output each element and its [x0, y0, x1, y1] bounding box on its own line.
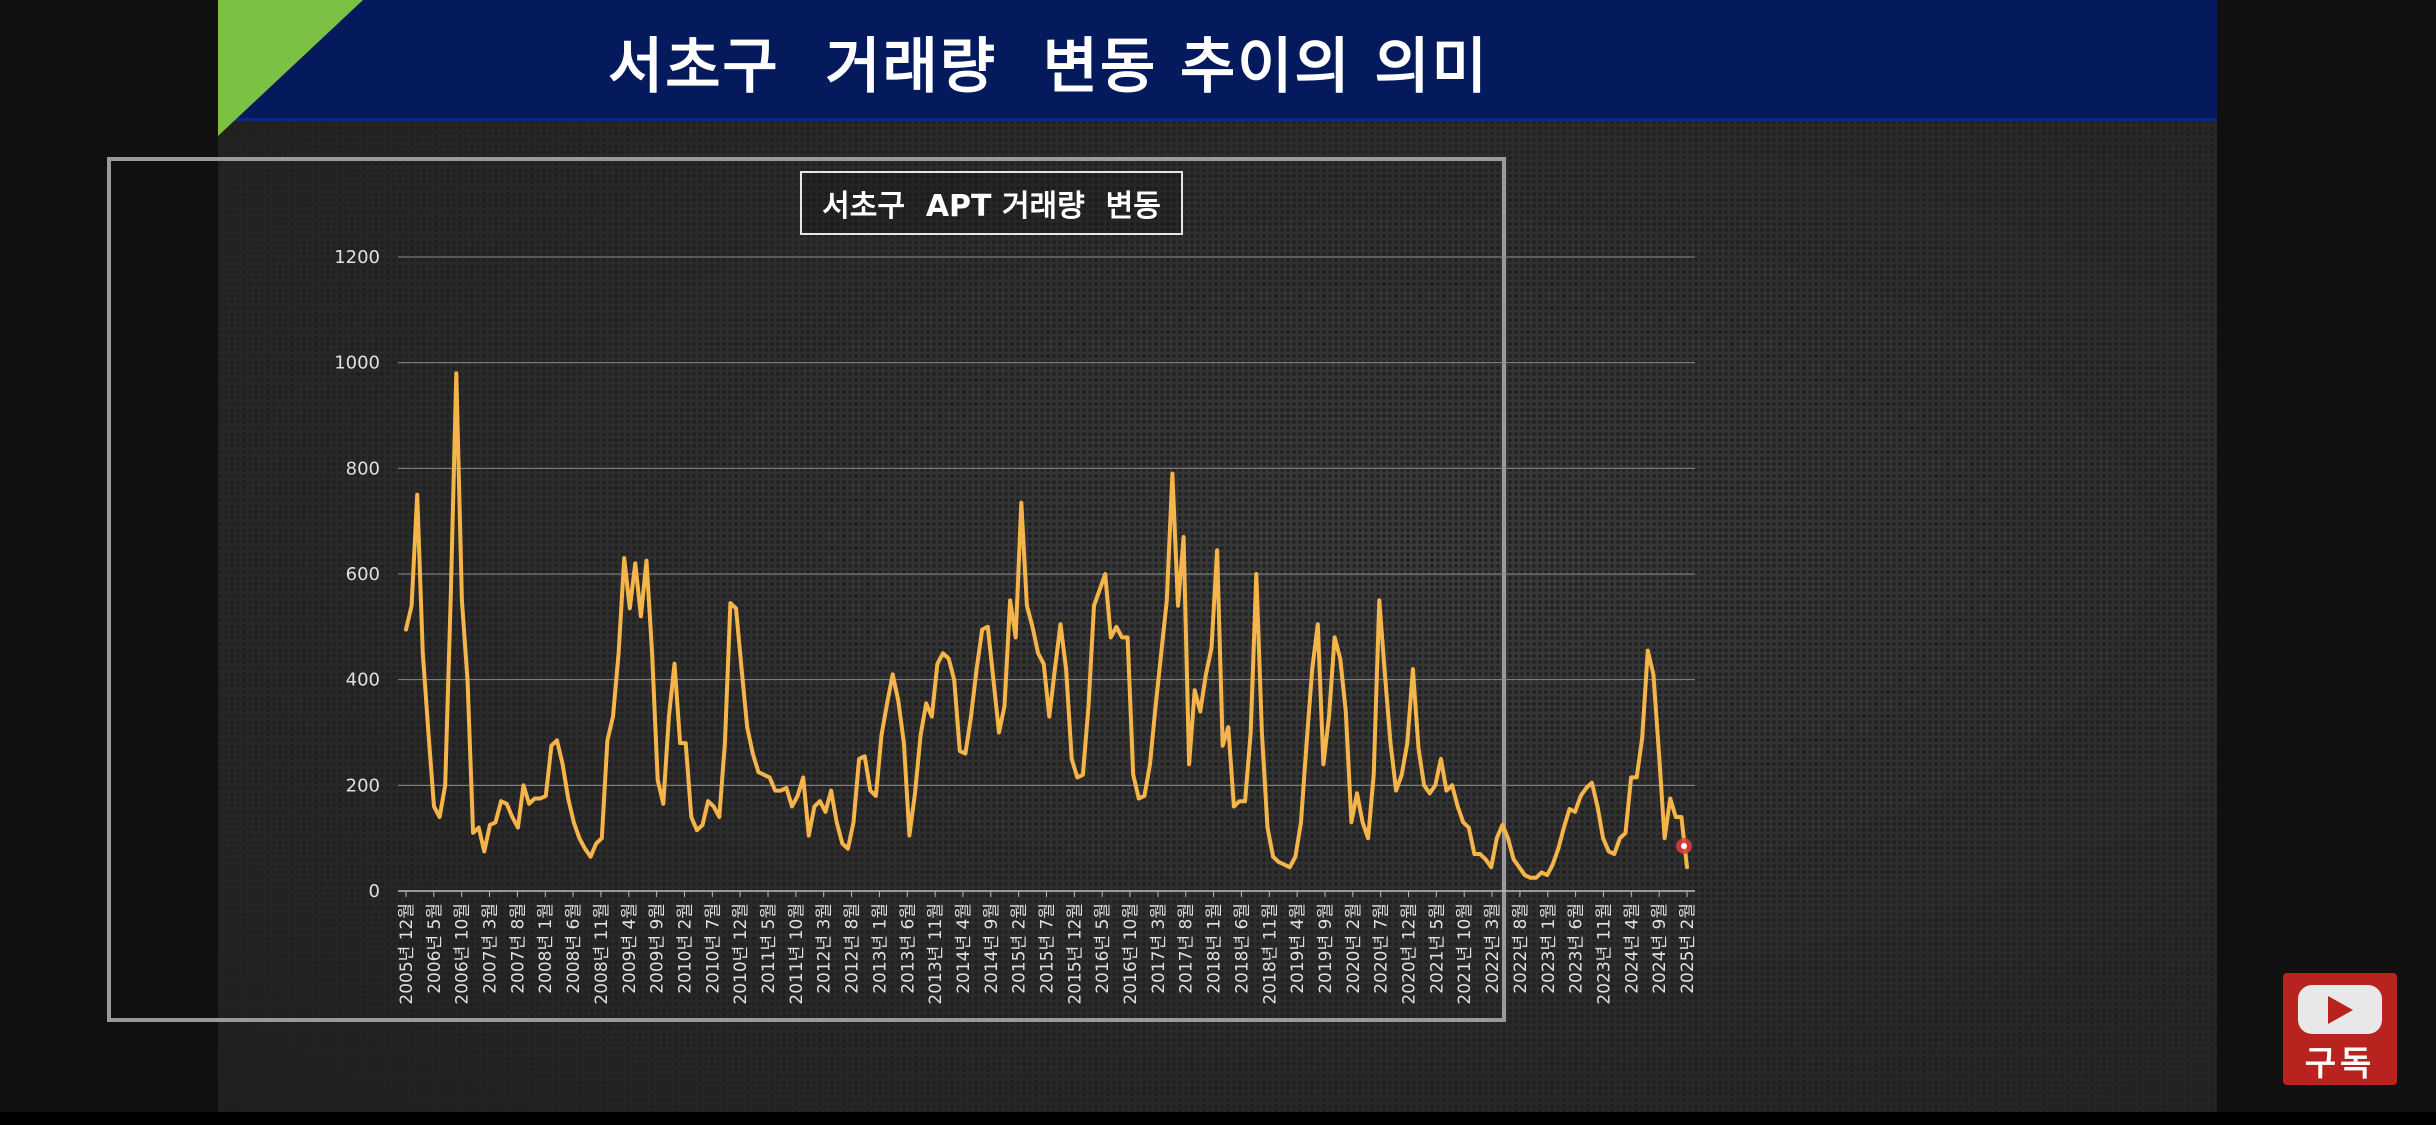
x-tick-label: 2011년 10월: [787, 903, 807, 1005]
x-tick-label: 2009년 9월: [648, 903, 668, 994]
x-tick-label: 2008년 1월: [536, 903, 556, 994]
x-tick-label: 2025년 2월: [1678, 903, 1698, 994]
y-tick-label: 1000: [334, 353, 380, 374]
y-tick-label: 800: [346, 458, 380, 479]
x-tick-label: 2024년 9월: [1650, 903, 1670, 994]
x-tick-label: 2010년 2월: [675, 903, 695, 994]
y-tick-label: 200: [346, 775, 380, 796]
x-tick-label: 2010년 7월: [703, 903, 723, 994]
cursor-marker-center: [1681, 843, 1687, 849]
right-letterbox: [2217, 0, 2436, 1125]
x-tick-label: 2014년 4월: [954, 903, 974, 994]
x-tick-label: 2016년 10월: [1121, 903, 1141, 1005]
x-tick-label: 2018년 6월: [1232, 903, 1252, 994]
x-tick-label: 2014년 9월: [982, 903, 1002, 994]
x-tick-label: 2023년 6월: [1567, 903, 1587, 994]
youtube-play-icon: [2298, 985, 2382, 1034]
x-tick-label: 2018년 11월: [1260, 903, 1280, 1005]
chart-title: 서초구 APT 거래량 변동: [800, 171, 1183, 235]
x-tick-label: 2012년 3월: [815, 903, 835, 994]
x-tick-label: 2019년 9월: [1316, 903, 1336, 994]
x-tick-label: 2017년 3월: [1149, 903, 1169, 994]
x-tick-label: 2018년 1월: [1205, 903, 1225, 994]
subscribe-button[interactable]: 구독: [2283, 973, 2397, 1085]
x-tick-label: 2008년 11월: [592, 903, 612, 1005]
x-tick-label: 2012년 8월: [843, 903, 863, 994]
y-tick-label: 600: [346, 564, 380, 585]
x-tick-label: 2019년 4월: [1288, 903, 1308, 994]
subscribe-label: 구독: [2304, 1044, 2376, 1084]
y-tick-label: 400: [346, 670, 380, 691]
x-tick-label: 2008년 6월: [564, 903, 584, 994]
slide-title: 서초구 거래량 변동 추이의 의미: [608, 32, 1489, 102]
x-tick-label: 2017년 8월: [1177, 903, 1197, 994]
x-tick-label: 2021년 10월: [1455, 903, 1475, 1005]
x-tick-label: 2023년 1월: [1539, 903, 1559, 994]
x-tick-label: 2013년 6월: [898, 903, 918, 994]
x-tick-label: 2015년 7월: [1038, 903, 1058, 994]
y-tick-label: 0: [369, 881, 380, 902]
bottom-letterbox: [0, 1112, 2436, 1125]
x-tick-label: 2007년 3월: [481, 903, 501, 994]
x-tick-label: 2006년 10월: [453, 903, 473, 1005]
x-tick-label: 2024년 4월: [1622, 903, 1642, 994]
x-tick-label: 2022년 3월: [1483, 903, 1503, 994]
x-tick-label: 2007년 8월: [508, 903, 528, 994]
x-tick-label: 2023년 11월: [1594, 903, 1614, 1005]
x-tick-label: 2015년 2월: [1010, 903, 1030, 994]
x-tick-label: 2013년 1월: [870, 903, 890, 994]
x-tick-label: 2010년 12월: [731, 903, 751, 1005]
chart-frame: [107, 157, 1506, 1022]
x-tick-label: 2005년 12월: [397, 903, 417, 1005]
x-tick-label: 2009년 4월: [620, 903, 640, 994]
x-tick-label: 2022년 8월: [1511, 903, 1531, 994]
x-tick-label: 2021년 5월: [1427, 903, 1447, 994]
x-tick-label: 2020년 7월: [1372, 903, 1392, 994]
x-tick-label: 2013년 11월: [926, 903, 946, 1005]
data-series-line: [404, 371, 1689, 880]
x-tick-label: 2011년 5월: [759, 903, 779, 994]
y-tick-label: 1200: [334, 247, 380, 268]
x-tick-label: 2020년 12월: [1400, 903, 1420, 1005]
presentation-slide: 서초구 거래량 변동 추이의 의미: [218, 0, 2217, 1112]
x-tick-label: 2016년 5월: [1093, 903, 1113, 994]
x-tick-label: 2020년 2월: [1344, 903, 1364, 994]
x-tick-label: 2015년 12월: [1065, 903, 1085, 1005]
green-corner-accent: [218, 0, 363, 136]
x-tick-label: 2006년 5월: [425, 903, 445, 994]
title-banner: 서초구 거래량 변동 추이의 의미: [218, 0, 2217, 136]
